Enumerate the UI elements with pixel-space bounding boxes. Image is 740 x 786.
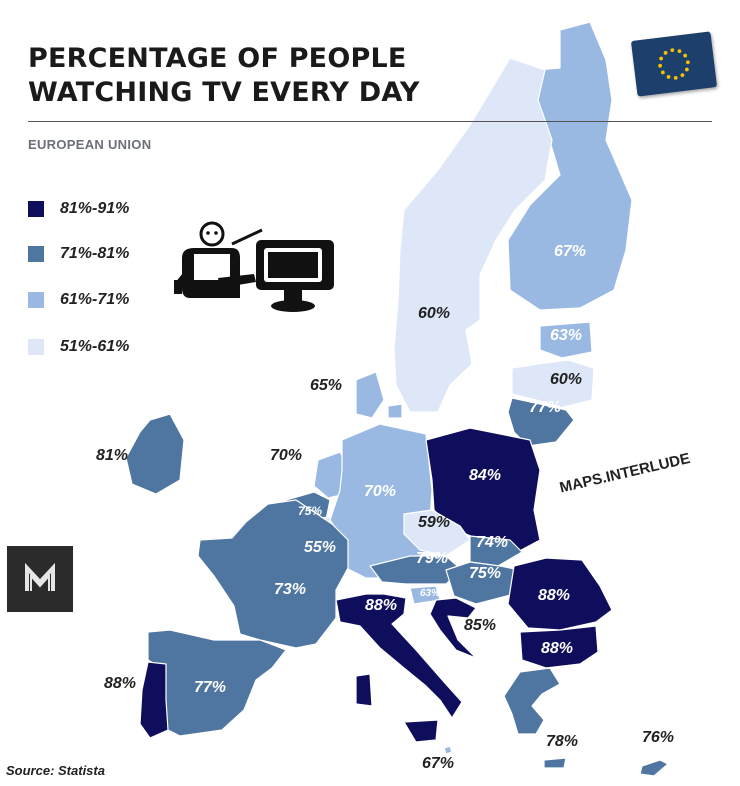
legend-swatch [28, 201, 44, 217]
legend-item: 51%-61% [28, 336, 198, 358]
country-label-bulgaria: 88% [541, 640, 573, 657]
country-label-luxembourg: 55% [304, 539, 336, 556]
country-label-sweden: 60% [418, 305, 450, 322]
country-label-italy: 88% [365, 597, 397, 614]
country-label-estonia: 63% [550, 327, 582, 344]
country-label-slovenia: 63% [420, 588, 440, 599]
country-estonia [539, 321, 593, 359]
flag-star [685, 60, 690, 65]
country-greece [503, 667, 567, 769]
tv-watcher-icon [174, 221, 334, 312]
country-label-lithuania: 77% [529, 399, 561, 416]
country-label-greece: 78% [546, 733, 578, 750]
country-bulgaria [519, 625, 599, 669]
country-label-hungary: 75% [469, 565, 501, 582]
country-labels: 67% 60% 63% 60% 77% 65% 81% 70% 75% 55% 70% 84% 59% 7… [96, 243, 674, 772]
flag-star [658, 63, 663, 68]
country-label-spain: 77% [194, 679, 226, 696]
country-denmark [355, 371, 403, 419]
brand-logo [7, 546, 73, 612]
country-label-croatia: 85% [464, 617, 496, 634]
country-label-portugal: 88% [104, 675, 136, 692]
country-slovakia [469, 535, 523, 567]
country-label-romania: 88% [538, 587, 570, 604]
legend-swatch [28, 246, 44, 262]
flag-star [663, 50, 668, 55]
country-label-belgium: 75% [298, 504, 322, 518]
country-label-netherlands: 70% [270, 447, 302, 464]
country-czechia [403, 509, 471, 557]
flag-star [683, 53, 688, 58]
country-label-finland: 67% [554, 243, 586, 260]
country-latvia [511, 359, 595, 409]
country-label-malta: 67% [422, 755, 454, 772]
map-title-line-1: PERCENTAGE OF PEOPLE [28, 43, 407, 74]
country-label-denmark: 65% [310, 377, 342, 394]
map-subtitle: EUROPEAN UNION [28, 137, 152, 152]
country-romania [507, 557, 613, 631]
legend-item: 61%-71% [28, 289, 198, 311]
country-label-czechia: 59% [418, 514, 450, 531]
legend-item: 71%-81% [28, 243, 198, 265]
country-sweden [393, 57, 553, 413]
country-label-cyprus: 76% [642, 729, 674, 746]
country-ireland [125, 413, 185, 495]
legend-label: 61%-71% [60, 291, 130, 308]
legend-label: 81%-91% [60, 200, 130, 217]
flag-star [680, 73, 685, 78]
country-italy [335, 593, 463, 743]
flag-star [677, 49, 682, 54]
country-lithuania [507, 397, 575, 447]
flag-star [666, 74, 671, 79]
legend-label: 71%-81% [60, 245, 130, 262]
country-label-ireland: 81% [96, 447, 128, 464]
flag-star [673, 75, 678, 80]
flag-star [670, 48, 675, 53]
country-cyprus [639, 759, 669, 777]
country-label-latvia: 60% [550, 371, 582, 388]
country-france [197, 499, 349, 649]
eu-flag-icon [630, 31, 718, 97]
country-croatia [429, 597, 477, 659]
legend-label: 51%-61% [60, 338, 130, 355]
legend-swatch [28, 292, 44, 308]
country-portugal [139, 661, 169, 739]
country-label-poland: 84% [469, 467, 501, 484]
country-label-germany: 70% [364, 483, 396, 500]
flag-star [659, 56, 664, 61]
country-shapes [125, 21, 669, 777]
flag-star [684, 67, 689, 72]
legend-item: 81%-91% [28, 198, 198, 220]
eu-flag-stars [658, 48, 690, 80]
legend-swatch [28, 339, 44, 355]
country-label-austria: 79% [416, 550, 448, 567]
country-label-france: 73% [274, 581, 306, 598]
map-title: PERCENTAGE OF PEOPLE WATCHING TV EVERY D… [28, 42, 420, 110]
source-note: Source: Statista [6, 763, 105, 778]
title-divider [28, 121, 712, 122]
flag-star [660, 70, 665, 75]
map-title-line-2: WATCHING TV EVERY DAY [28, 77, 420, 108]
country-label-slovakia: 74% [476, 534, 508, 551]
country-malta [443, 745, 453, 755]
